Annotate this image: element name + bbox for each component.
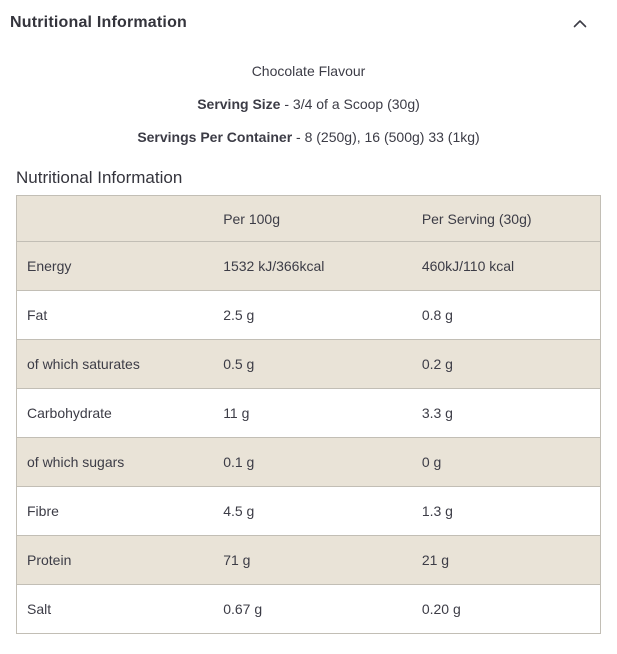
row-label: Carbohydrate (16, 388, 224, 438)
table-section-heading: Nutritional Information (16, 168, 183, 187)
row-per-serving: 460kJ/110 kcal (421, 241, 601, 291)
table-header-row: Per 100g Per Serving (30g) (16, 195, 601, 242)
row-label: Salt (16, 584, 224, 634)
chevron-up-icon[interactable] (573, 19, 587, 28)
header-cell-blank (16, 195, 224, 242)
serving-size-label: Serving Size (197, 96, 281, 112)
serving-info-block: Chocolate Flavour Serving Size - 3/4 of … (0, 64, 617, 144)
serving-size-value: - 3/4 of a Scoop (30g) (280, 96, 420, 112)
row-label: of which sugars (16, 437, 224, 487)
nutrition-table: Per 100g Per Serving (30g) Energy 1532 k… (16, 195, 601, 634)
row-per-100g: 11 g (223, 388, 422, 438)
row-label: of which saturates (16, 339, 224, 389)
row-label: Energy (16, 241, 224, 291)
row-per-serving: 0.20 g (421, 584, 601, 634)
row-per-serving: 0.8 g (421, 290, 601, 340)
row-per-100g: 1532 kJ/366kcal (223, 241, 422, 291)
table-row-salt: Salt 0.67 g 0.20 g (16, 584, 601, 634)
table-row-fat: Fat 2.5 g 0.8 g (16, 290, 601, 340)
servings-per-container-value: - 8 (250g), 16 (500g) 33 (1kg) (292, 129, 480, 145)
table-row-saturates: of which saturates 0.5 g 0.2 g (16, 339, 601, 389)
row-per-100g: 0.1 g (223, 437, 422, 487)
row-per-100g: 0.67 g (223, 584, 422, 634)
row-per-100g: 71 g (223, 535, 422, 585)
accordion-title: Nutritional Information (10, 14, 188, 31)
table-row-sugars: of which sugars 0.1 g 0 g (16, 437, 601, 487)
row-per-100g: 2.5 g (223, 290, 422, 340)
row-per-100g: 0.5 g (223, 339, 422, 389)
header-cell-per-100g: Per 100g (223, 195, 422, 242)
row-per-serving: 3.3 g (421, 388, 601, 438)
row-label: Protein (16, 535, 224, 585)
row-per-serving: 0.2 g (421, 339, 601, 389)
row-label: Fat (16, 290, 224, 340)
flavour-line: Chocolate Flavour (0, 64, 617, 78)
nutritional-accordion-header[interactable]: Nutritional Information (0, 0, 617, 40)
servings-per-container-label: Servings Per Container (137, 129, 293, 145)
row-per-100g: 4.5 g (223, 486, 422, 536)
serving-size-line: Serving Size - 3/4 of a Scoop (30g) (0, 97, 617, 111)
table-row-fibre: Fibre 4.5 g 1.3 g (16, 486, 601, 536)
flavour-text: Chocolate Flavour (251, 63, 366, 79)
table-row-carbohydrate: Carbohydrate 11 g 3.3 g (16, 388, 601, 438)
servings-per-container-line: Servings Per Container - 8 (250g), 16 (5… (0, 130, 617, 144)
row-per-serving: 0 g (421, 437, 601, 487)
row-label: Fibre (16, 486, 224, 536)
row-per-serving: 21 g (421, 535, 601, 585)
table-row-protein: Protein 71 g 21 g (16, 535, 601, 585)
table-row-energy: Energy 1532 kJ/366kcal 460kJ/110 kcal (16, 241, 601, 291)
row-per-serving: 1.3 g (421, 486, 601, 536)
header-cell-per-serving: Per Serving (30g) (421, 195, 601, 242)
